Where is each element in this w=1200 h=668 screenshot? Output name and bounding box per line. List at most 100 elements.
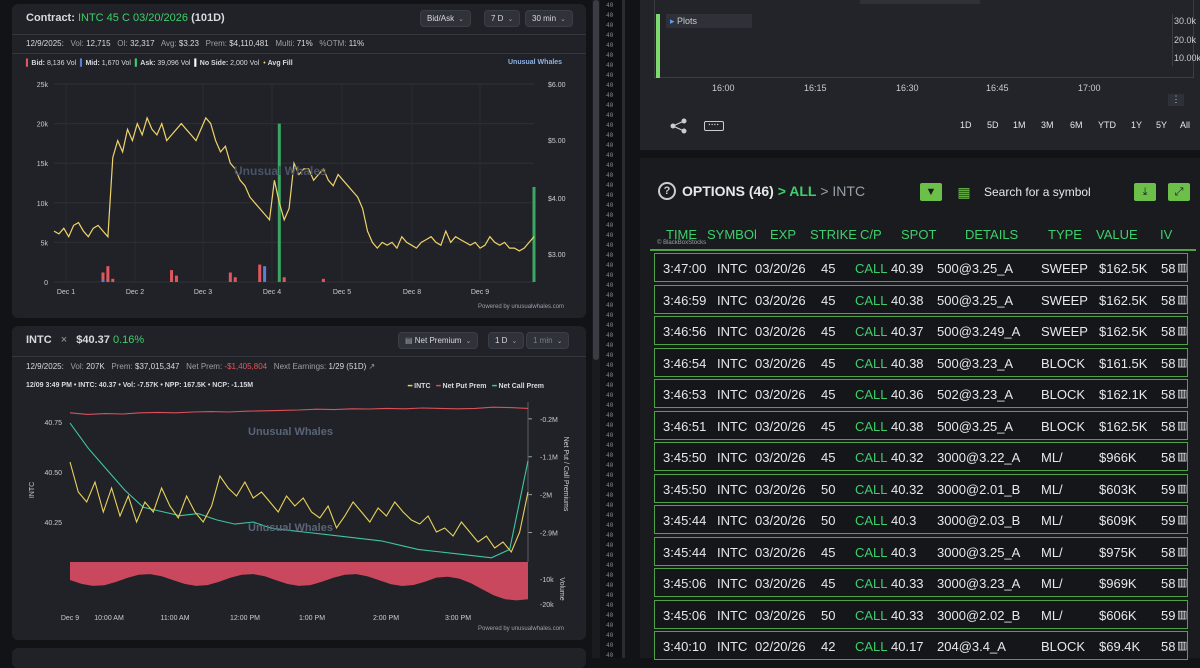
strip-value: 40	[606, 192, 614, 199]
cell: 45	[821, 292, 836, 308]
cell: 58	[1161, 261, 1176, 276]
cell: INTC	[717, 513, 748, 528]
range-6m[interactable]: 6M	[1070, 120, 1083, 130]
external-link-icon[interactable]: ↗	[368, 362, 376, 371]
range-5d[interactable]: 5D	[987, 120, 999, 130]
cell: 58	[1161, 639, 1176, 654]
cell: ML/	[1041, 576, 1063, 591]
plots-toggle[interactable]: ▸ Plots	[666, 14, 752, 28]
table-row[interactable]: 3:46:51 INTC 03/20/26 45 CALL 40.38 500@3.25_A…	[654, 410, 1188, 440]
scrollbar-thumb[interactable]	[593, 0, 599, 360]
x-tick-label: Dec 2	[126, 289, 144, 296]
volume-bar-bid	[101, 272, 105, 282]
col-symbol[interactable]: SYMBOl	[707, 227, 757, 242]
strip-value: 40	[606, 22, 614, 29]
strip-value: 40	[606, 342, 614, 349]
table-row[interactable]: 3:45:44 INTC 03/20/26 50 CALL 40.3 3000@2.03_B…	[654, 505, 1188, 534]
range-ytd[interactable]: YTD	[1098, 120, 1116, 130]
col-iv[interactable]: IV	[1160, 227, 1173, 242]
bar-chart-icon[interactable]: ▥	[1177, 262, 1188, 274]
bar-chart-icon[interactable]: ▥	[1177, 514, 1188, 526]
bar-chart-icon[interactable]: ▥	[1177, 356, 1188, 369]
y-tick-label: 20k	[37, 122, 49, 129]
scrollbar[interactable]	[592, 0, 600, 658]
x-tick-label: 1:00 PM	[299, 615, 325, 622]
cell: 3:45:50	[663, 450, 707, 465]
bar-chart-icon[interactable]: ▥	[1177, 545, 1188, 558]
help-icon[interactable]: ?	[658, 182, 676, 200]
range-3m[interactable]: 3M	[1041, 120, 1054, 130]
more-icon[interactable]: ⋮	[1168, 94, 1184, 106]
table-row[interactable]: 3:45:50 INTC 03/20/26 45 CALL 40.32 3000@3.22_…	[654, 442, 1188, 471]
table-row[interactable]: 3:45:50 INTC 03/20/26 50 CALL 40.32 3000@2.01_…	[654, 473, 1188, 503]
range-1y[interactable]: 1Y	[1131, 120, 1143, 130]
close-icon[interactable]: ×	[60, 334, 68, 346]
cell: CALL	[855, 576, 888, 591]
table-row[interactable]: 3:45:06 INTC 03/20/26 45 CALL 40.33 3000@3.23_…	[654, 568, 1188, 597]
contract-symbol[interactable]: INTC 45 C 03/20/2026	[77, 12, 189, 24]
col-strike[interactable]: STRIKE	[810, 227, 857, 242]
strip-value: 40	[606, 12, 614, 19]
side-select[interactable]: Bid/Ask ⌄	[420, 10, 471, 27]
cell: $162.5K	[1099, 292, 1148, 308]
filter-all-link[interactable]: > ALL	[777, 183, 817, 199]
col-time[interactable]: TIME	[666, 227, 698, 242]
strip-value: 40	[606, 582, 614, 589]
col-exp[interactable]: EXP	[770, 227, 797, 242]
table-row[interactable]: 3:46:56 INTC 03/20/26 45 CALL 40.37 500@3.249_…	[654, 316, 1188, 345]
cell: CALL	[855, 292, 888, 308]
share-icon[interactable]	[670, 118, 688, 134]
cell: 40.3	[891, 544, 917, 560]
bar-chart-icon[interactable]: ▥	[1177, 482, 1188, 495]
range-1m[interactable]: 1M	[1013, 120, 1026, 130]
bar-chart-icon[interactable]: ▥	[1177, 640, 1188, 652]
table-row[interactable]: 3:45:06 INTC 03/20/26 50 CALL 40.33 3000@2.02_…	[654, 599, 1188, 629]
strip-value: 40	[606, 622, 614, 629]
contract-volume-chart: 25k 20k 15k 10k 5k 0 $6.00 $5.00 $4.00 $3.00 Dec 1…	[37, 82, 566, 296]
chevron-down-icon: ⌄	[556, 338, 563, 345]
minute-select[interactable]: 1 min ⌄	[526, 332, 570, 349]
filter-icon[interactable]: ▼	[920, 183, 942, 201]
interval-select[interactable]: 30 min ⌄	[525, 10, 573, 27]
bar-chart-icon[interactable]: ▥	[1177, 388, 1188, 400]
table-row[interactable]: 3:46:53 INTC 03/20/26 45 CALL 40.36 502@3.23_A…	[654, 379, 1188, 408]
table-row[interactable]: 3:47:00 INTC 03/20/26 45 CALL 40.39 500@3.25_A…	[654, 253, 1188, 282]
strip-value: 40	[606, 282, 614, 289]
table-row[interactable]: 3:45:44 INTC 03/20/26 45 CALL 40.3 3000@3.25_A…	[654, 536, 1188, 566]
bar-chart-icon[interactable]: ▥	[1177, 419, 1188, 432]
intc-premium-chart: 40.75 40.50 40.25 INTC -0.2M -1.1M -2M -2.9M Net…	[29, 402, 569, 622]
day-select[interactable]: 1 D ⌄	[488, 332, 525, 349]
strip-value: 40	[606, 592, 614, 599]
table-row[interactable]: 3:46:59 INTC 03/20/26 45 CALL 40.38 500@3.25_A…	[654, 284, 1188, 314]
volume-bar-ask	[532, 186, 536, 282]
col-details[interactable]: DETAILS	[965, 227, 1019, 242]
bar-chart-icon[interactable]: ▥	[1177, 608, 1188, 621]
cell: 3:47:00	[663, 261, 707, 276]
bar-chart-icon[interactable]: ▥	[1177, 577, 1188, 589]
keyboard-icon[interactable]: ▪▪▪▪	[704, 121, 724, 131]
range-all[interactable]: All	[1180, 120, 1191, 130]
bar-chart-icon[interactable]: ▥	[1177, 325, 1188, 337]
expand-icon[interactable]: ⤢	[1168, 183, 1190, 201]
bar-chart-icon[interactable]: ▥	[1177, 293, 1188, 306]
range-1d[interactable]: 1D	[960, 120, 972, 130]
col-value[interactable]: VALUE	[1096, 227, 1138, 242]
symbol-search[interactable]: Search for a symbol	[984, 185, 1091, 199]
metric-select[interactable]: ▤ Net Premium ⌄	[398, 332, 479, 349]
table-row[interactable]: 3:46:54 INTC 03/20/26 45 CALL 40.38 500@3.23_A…	[654, 347, 1188, 377]
col-spot[interactable]: SPOT	[901, 227, 937, 242]
cell: CALL	[855, 387, 888, 402]
filter-symbol[interactable]: INTC	[832, 183, 866, 199]
range-select[interactable]: 7 D ⌄	[484, 10, 521, 27]
download-icon[interactable]: ⤓	[1134, 183, 1156, 201]
bar-chart-icon[interactable]: ▥	[1177, 451, 1188, 463]
strip-value: 40	[606, 212, 614, 219]
table-row[interactable]: 3:40:10 INTC 02/20/26 42 CALL 40.17 204@3.4_A B…	[654, 631, 1188, 660]
grid-icon[interactable]: ▦	[957, 184, 971, 200]
x-tick: 16:15	[804, 83, 827, 93]
cell: 502@3.23_A	[937, 387, 1014, 402]
col-cp[interactable]: C/P	[860, 227, 882, 242]
intc-header: INTC × $40.37 0.16%	[26, 334, 144, 346]
col-type[interactable]: TYPE	[1048, 227, 1082, 242]
range-5y[interactable]: 5Y	[1156, 120, 1168, 130]
